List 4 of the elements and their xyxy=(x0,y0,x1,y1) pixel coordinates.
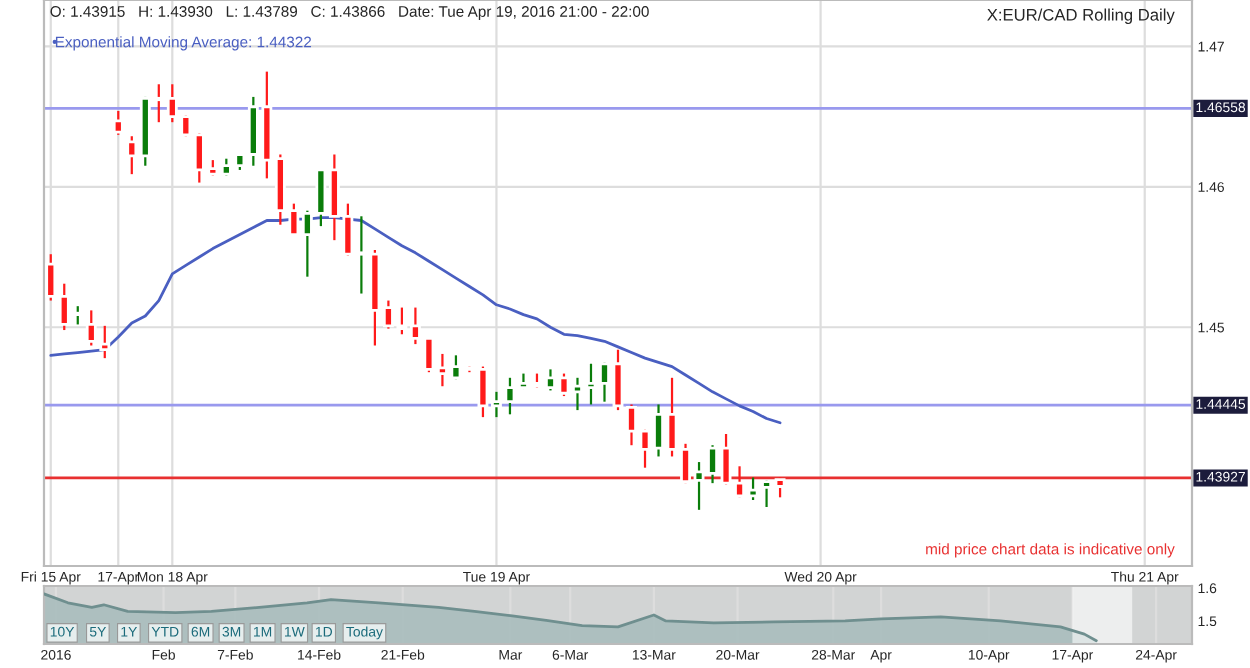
candlestick xyxy=(99,324,111,360)
chart-title: X:EUR/CAD Rolling Daily xyxy=(987,8,1175,25)
candlestick xyxy=(112,109,124,136)
candlestick xyxy=(85,309,97,347)
